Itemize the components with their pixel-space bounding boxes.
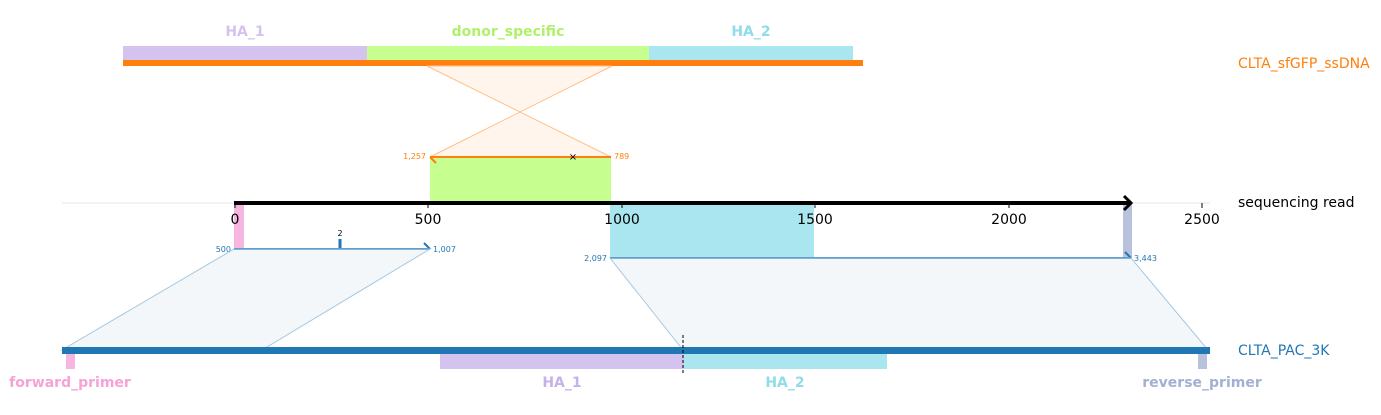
donor-section: HA_1 donor_specific HA_2 CLTA_sfGFP_ssDN… [123,24,1370,202]
target-feature-label-forward-primer: forward_primer [9,375,131,391]
read-feature-forward-primer [234,203,244,249]
target-feature-ha1 [440,353,684,369]
target-projections [60,248,1210,351]
target-feature-label-reverse-primer: reverse_primer [1142,375,1262,391]
read-feature-reverse-primer [1123,203,1132,258]
tick-label: 0 [231,212,240,228]
donor-feature-donor-specific [367,46,649,61]
donor-feature-label-ha1: HA_1 [225,24,264,40]
right-alignment-arrow [1124,251,1132,259]
tick-label: 500 [415,212,442,228]
tick-label: 1500 [797,212,833,228]
right-projection [608,257,1210,351]
donor-feature-ha2 [649,46,853,61]
target-section: forward_primer HA_1 HA_2 reverse_primer … [9,335,1330,391]
donor-specific-region [430,157,611,202]
target-feature-label-ha2: HA_2 [765,375,804,391]
donor-projection [426,65,613,158]
target-line [62,347,1210,354]
read-arrow-head [1122,194,1134,212]
donor-alignment-start-label: 1,257 [403,152,426,161]
target-feature-forward-primer [66,353,75,369]
donor-feature-label-donor-specific: donor_specific [452,24,565,40]
target-feature-reverse-primer [1198,353,1207,369]
read-feature-ha2 [610,203,814,258]
tick-label: 2000 [991,212,1027,228]
left-alignment-arrow [423,242,431,250]
donor-line [123,60,863,66]
indel-label: 2 [337,229,342,238]
donor-alignment-end-label: 789 [614,152,629,161]
read-name: sequencing read [1238,195,1354,211]
donor-name: CLTA_sfGFP_ssDNA [1238,56,1370,72]
left-alignment-end-label: 1,007 [433,245,456,254]
right-alignment-start-label: 2,097 [584,254,607,263]
left-alignment-start-label: 500 [216,245,231,254]
tick-label: 1000 [604,212,640,228]
left-projection [60,248,432,351]
target-feature-ha2 [684,353,887,369]
target-name: CLTA_PAC_3K [1238,343,1330,359]
right-alignment-end-label: 3,443 [1134,254,1157,263]
donor-feature-label-ha2: HA_2 [731,24,770,40]
donor-feature-ha1 [123,46,367,61]
read-section: 0 500 1000 1500 2000 2500 sequencing rea… [62,194,1354,263]
mismatch-marker: × [569,152,577,163]
read-axis: 0 500 1000 1500 2000 2500 [231,203,1220,228]
tick-label: 2500 [1184,212,1220,228]
target-feature-label-ha1: HA_1 [542,375,581,391]
donor-alignment-arrow [429,156,437,164]
